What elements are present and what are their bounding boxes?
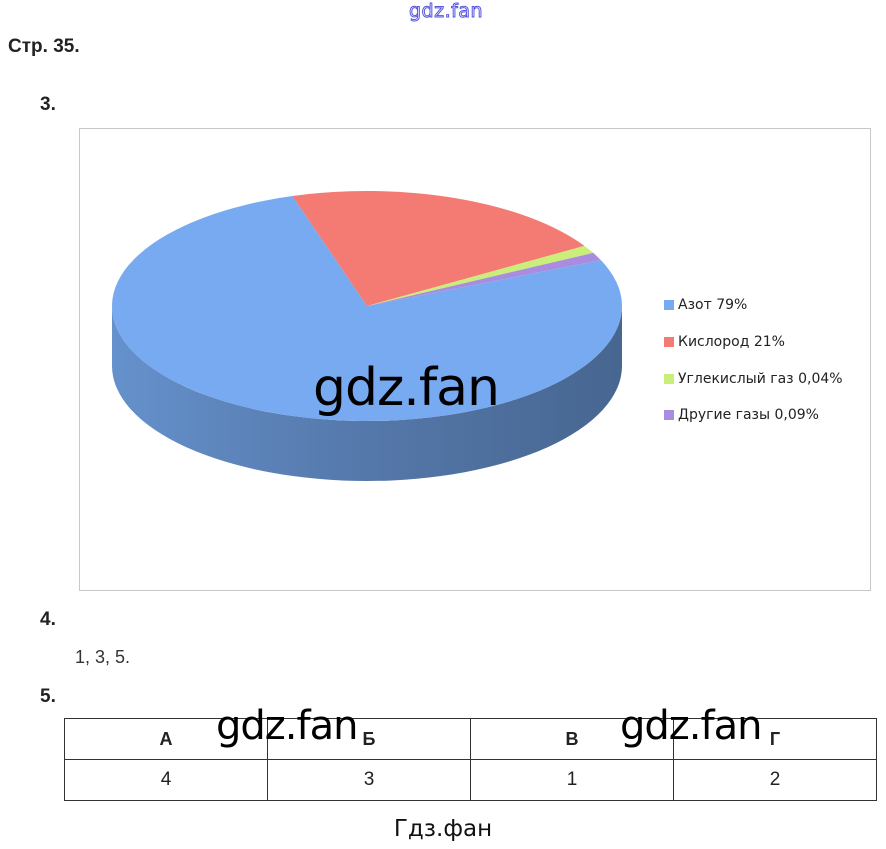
question-4-number: 4. <box>40 609 56 630</box>
legend-label: Углекислый газ 0,04% <box>678 371 843 387</box>
watermark-chart: gdz.fan <box>313 358 500 418</box>
legend-swatch <box>664 337 674 347</box>
footer-watermark: Гдз.фан <box>393 816 493 842</box>
legend-swatch <box>664 374 674 384</box>
page-label: Стр. 35. <box>8 36 80 57</box>
legend-item: Другие газы 0,09% <box>664 407 819 423</box>
question-4-answer: 1, 3, 5. <box>75 647 131 667</box>
pie-slice-2 <box>367 245 594 306</box>
watermark-table-1: gdz.fan <box>216 703 358 749</box>
pie-slice-0 <box>112 196 623 421</box>
table-header: А <box>64 718 268 760</box>
legend-label: Другие газы 0,09% <box>678 407 819 423</box>
question-3-number: 3. <box>40 94 56 115</box>
legend-swatch <box>664 410 674 420</box>
table-cell: 1 <box>470 759 674 801</box>
table-cell: 2 <box>673 759 877 801</box>
legend-label: Азот 79% <box>678 297 748 313</box>
pie-side-wall <box>112 306 622 481</box>
pie-svg <box>112 191 623 481</box>
legend-item: Углекислый газ 0,04% <box>664 371 843 387</box>
legend-swatch <box>664 300 674 310</box>
table-header: Б <box>267 718 471 760</box>
answer-table: А Б В Г 4 3 1 2 <box>64 718 877 801</box>
pie-chart: Азот 79% Кислород 21% Углекислый газ 0,0… <box>79 128 871 591</box>
question-5-number: 5. <box>40 686 56 707</box>
watermark-table-2: gdz.fan <box>620 703 762 749</box>
legend-item: Кислород 21% <box>664 334 785 350</box>
legend-item: Азот 79% <box>664 297 747 313</box>
table-header-row: А Б В Г <box>64 718 877 760</box>
pie-slice-3 <box>367 252 601 306</box>
table-row: 4 3 1 2 <box>64 759 877 801</box>
table-cell: 3 <box>267 759 471 801</box>
table-cell: 4 <box>64 759 268 801</box>
legend-label: Кислород 21% <box>678 334 785 350</box>
table-header: Г <box>673 718 877 760</box>
pie-slice-1 <box>292 191 585 306</box>
watermark-top: gdz.fan <box>408 0 484 23</box>
